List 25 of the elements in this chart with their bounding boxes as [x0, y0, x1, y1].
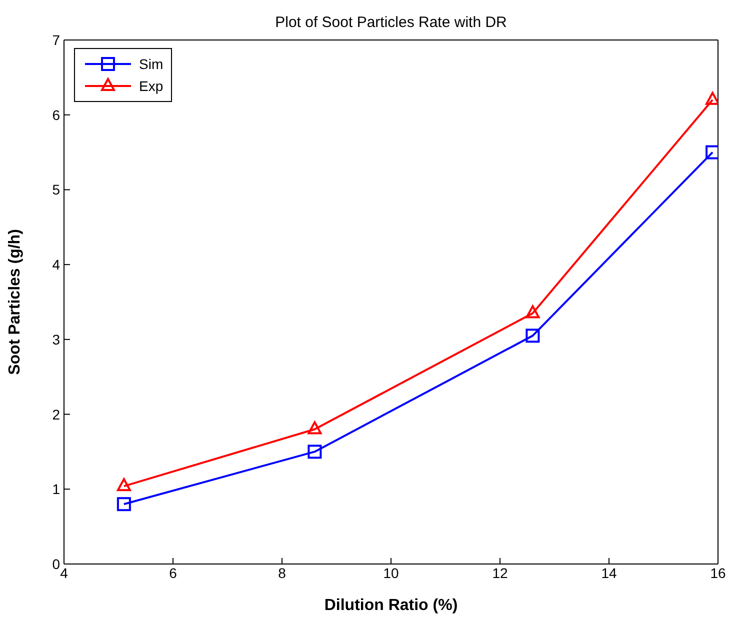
y-tick-label: 4 — [52, 256, 60, 273]
point — [308, 444, 322, 459]
y-tick-label: 5 — [52, 182, 60, 198]
point — [526, 328, 540, 343]
point — [116, 478, 131, 492]
x-tick-label: 12 — [492, 564, 508, 581]
x-tick-label: 8 — [278, 564, 286, 581]
x-axis-title: Dilution Ratio (%) — [324, 597, 458, 614]
x-tick-label: 14 — [601, 564, 617, 581]
y-axis-title: Soot Particles (g/h) — [6, 229, 24, 375]
y-tick-label: 0 — [52, 556, 60, 572]
y-tick-label: 1 — [52, 481, 60, 498]
point — [116, 497, 131, 512]
chart-title: Plot of Soot Particles Rate with DR — [274, 14, 508, 31]
legend-label: Sim — [139, 56, 164, 72]
y-tick-label: 2 — [52, 406, 60, 422]
legend-label: Exp — [139, 78, 164, 94]
y-tick-label: 3 — [52, 331, 60, 348]
y-tick-label: 6 — [52, 106, 60, 123]
x-tick-label: 16 — [710, 564, 726, 581]
point — [308, 421, 322, 434]
y-tick-label: 7 — [52, 32, 60, 48]
x-tick-label: 6 — [169, 564, 178, 581]
x-tick-label: 10 — [383, 564, 399, 581]
point — [526, 305, 540, 318]
